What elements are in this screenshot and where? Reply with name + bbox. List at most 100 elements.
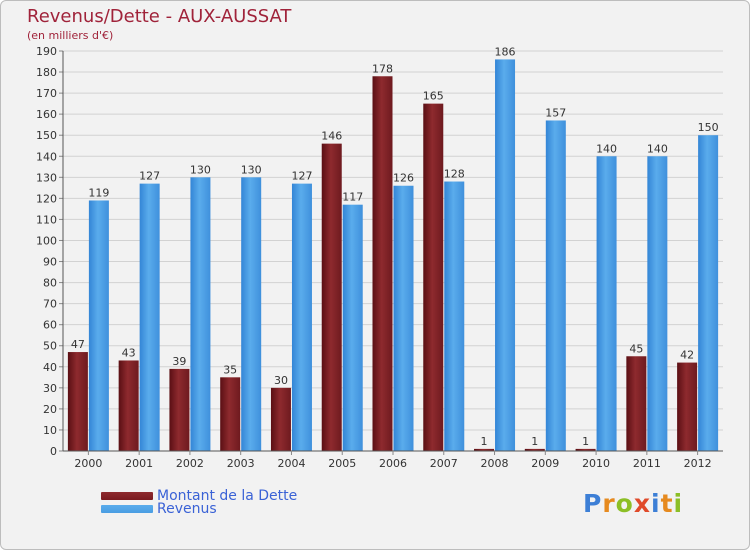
x-tick-label: 2009 (531, 457, 559, 470)
bar-dette-2003 (220, 377, 241, 451)
data-label-dette: 45 (629, 342, 643, 355)
chart-title: Revenus/Dette - AUX-AUSSAT (27, 6, 292, 27)
bar-revenus-2010 (596, 156, 617, 451)
bar-revenus-2012 (698, 135, 719, 452)
x-tick-label: 2007 (430, 457, 458, 470)
y-tick-label: 10 (43, 424, 57, 437)
data-label-revenus: 126 (393, 172, 414, 185)
data-label-dette: 178 (372, 62, 393, 75)
data-label-dette: 1 (582, 435, 589, 448)
y-tick-label: 170 (36, 87, 57, 100)
data-label-revenus: 140 (596, 142, 617, 155)
data-label-dette: 35 (223, 363, 237, 376)
y-tick-label: 140 (36, 150, 57, 163)
data-label-revenus: 130 (190, 163, 211, 176)
bar-revenus-2002 (190, 177, 211, 451)
data-label-dette: 1 (531, 435, 538, 448)
data-label-dette: 146 (321, 130, 342, 143)
bar-revenus-2004 (291, 183, 312, 451)
bar-dette-2012 (677, 362, 698, 451)
x-tick-label: 2001 (125, 457, 153, 470)
chart-subtitle: (en milliers d'€) (27, 29, 114, 42)
bar-revenus-2006 (393, 185, 414, 451)
bar-dette-2000 (67, 352, 88, 451)
data-label-revenus: 117 (342, 191, 363, 204)
y-tick-label: 100 (36, 234, 57, 247)
y-tick-label: 0 (50, 445, 57, 458)
bar-dette-2001 (118, 360, 139, 451)
data-label-revenus: 150 (698, 121, 719, 134)
plot-area (63, 51, 723, 451)
legend-swatch-debt (101, 492, 153, 500)
logo-letter: o (615, 489, 634, 518)
data-label-dette: 47 (71, 338, 85, 351)
bar-revenus-2003 (241, 177, 262, 451)
x-tick-label: 2000 (74, 457, 102, 470)
data-label-dette: 1 (481, 435, 488, 448)
bar-dette-2008 (474, 448, 495, 451)
x-tick-label: 2003 (227, 457, 255, 470)
logo-letter: P (583, 489, 603, 518)
data-label-dette: 30 (274, 374, 288, 387)
legend-swatch-revenus (101, 505, 153, 513)
data-label-revenus: 119 (88, 186, 109, 199)
bar-revenus-2008 (495, 59, 516, 451)
bar-dette-2007 (423, 103, 444, 451)
x-tick-label: 2002 (176, 457, 204, 470)
legend-label-debt: Montant de la Dette (157, 488, 298, 504)
bar-dette-2006 (372, 76, 393, 452)
y-tick-label: 40 (43, 361, 57, 374)
bar-dette-2009 (524, 448, 545, 451)
x-tick-label: 2004 (277, 457, 305, 470)
bar-revenus-2001 (139, 183, 160, 451)
bar-revenus-2009 (545, 120, 566, 451)
bar-dette-2010 (575, 448, 596, 451)
bar-dette-2004 (270, 387, 291, 451)
data-label-revenus: 157 (545, 106, 566, 119)
y-tick-label: 20 (43, 403, 57, 416)
data-label-dette: 42 (680, 349, 694, 362)
bar-dette-2011 (626, 356, 647, 451)
bar-revenus-2005 (342, 204, 363, 451)
x-tick-label: 2010 (582, 457, 610, 470)
y-tick-label: 60 (43, 319, 57, 332)
y-tick-label: 70 (43, 298, 57, 311)
bar-revenus-2011 (647, 156, 668, 451)
data-label-revenus: 128 (444, 168, 465, 181)
proxiti-logo: Proxiti (583, 489, 683, 518)
logo-letter: r (602, 489, 616, 518)
y-tick-label: 130 (36, 171, 57, 184)
x-tick-label: 2006 (379, 457, 407, 470)
logo-letter: i (673, 489, 684, 518)
legend-label-revenus: Revenus (157, 501, 217, 517)
y-tick-label: 150 (36, 129, 57, 142)
data-label-dette: 165 (423, 90, 444, 103)
data-label-revenus: 186 (495, 45, 516, 58)
y-tick-label: 80 (43, 277, 57, 290)
x-tick-label: 2012 (684, 457, 712, 470)
data-label-revenus: 130 (241, 163, 262, 176)
bar-revenus-2000 (88, 200, 109, 451)
x-tick-label: 2005 (328, 457, 356, 470)
y-tick-label: 110 (36, 213, 57, 226)
x-tick-label: 2008 (481, 457, 509, 470)
logo-letter: x (633, 489, 651, 518)
data-label-dette: 43 (122, 346, 136, 359)
bar-dette-2002 (169, 368, 190, 451)
y-tick-label: 190 (36, 45, 57, 58)
y-tick-label: 90 (43, 256, 57, 269)
data-label-revenus: 127 (139, 170, 160, 183)
logo-letter: t (660, 489, 674, 518)
bar-revenus-2007 (444, 181, 465, 452)
y-tick-label: 120 (36, 192, 57, 205)
data-label-revenus: 140 (647, 142, 668, 155)
y-tick-label: 50 (43, 340, 57, 353)
y-tick-label: 180 (36, 66, 57, 79)
x-tick-label: 2011 (633, 457, 661, 470)
y-tick-label: 160 (36, 108, 57, 121)
logo-letter: i (651, 489, 661, 518)
bar-dette-2005 (321, 143, 342, 451)
data-label-revenus: 127 (291, 170, 312, 183)
